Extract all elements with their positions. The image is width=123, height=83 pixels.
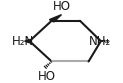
Polygon shape <box>49 15 62 22</box>
Text: HO: HO <box>38 70 56 83</box>
Text: HO: HO <box>53 0 70 13</box>
Polygon shape <box>25 39 30 43</box>
Text: H₂N: H₂N <box>12 35 35 48</box>
Text: NH₂: NH₂ <box>88 35 111 48</box>
